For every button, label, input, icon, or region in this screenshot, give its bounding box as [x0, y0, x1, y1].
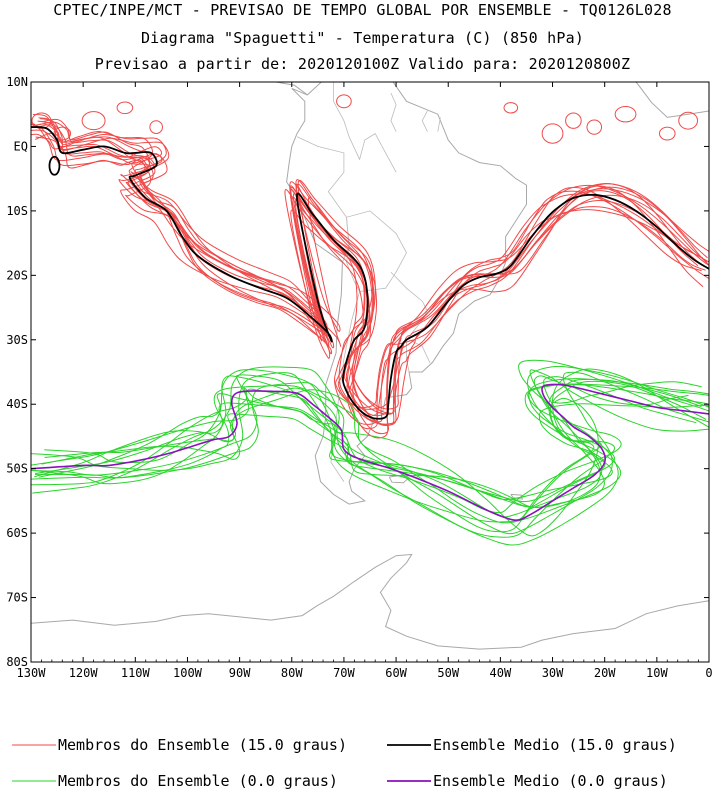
ensemble-mean-15-closed-contour: [48, 155, 61, 176]
ensemble-member-contour: [31, 112, 52, 129]
ensemble-member-line: [31, 133, 706, 435]
africa-coast: [635, 82, 709, 118]
ensemble-member-line: [37, 120, 709, 423]
x-tick-label: 80W: [281, 666, 303, 680]
ensemble-member-contour: [503, 102, 519, 114]
ensemble-member-contour: [53, 126, 72, 141]
x-tick-label: 90W: [229, 666, 251, 680]
ensemble-member-line: [44, 369, 689, 508]
x-tick-label: 10W: [646, 666, 668, 680]
legend-label-mean0: Ensemble Medio (0.0 graus): [433, 772, 668, 790]
ensemble-member-line: [35, 376, 697, 518]
x-tick-label: 60W: [385, 666, 407, 680]
central-america-coast: [274, 82, 308, 96]
y-tick-label: 10S: [6, 204, 28, 218]
y-tick-label: EQ: [14, 139, 28, 153]
legend-label-member15: Membros do Ensemble (15.0 graus): [58, 736, 347, 754]
ensemble-member-contour: [336, 94, 352, 109]
x-tick-label: 100W: [173, 666, 203, 680]
x-tick-label: 30W: [542, 666, 564, 680]
ensemble-member-contour: [586, 119, 603, 135]
antarctica-coast: [31, 553, 709, 650]
x-tick-label: 40W: [490, 666, 512, 680]
x-tick-label: 70W: [333, 666, 355, 680]
x-tick-label: 110W: [121, 666, 151, 680]
header-line-1: CPTEC/INPE/MCT - PREVISAO DE TEMPO GLOBA…: [53, 1, 672, 19]
country-border: [333, 82, 397, 173]
country-border: [437, 117, 441, 132]
ensemble-member-line: [31, 378, 709, 503]
ensemble-member-line: [31, 123, 709, 427]
ensemble-member-contour: [116, 101, 134, 115]
ensemble-members-0: [31, 359, 709, 546]
ensemble-member-contour: [149, 120, 163, 135]
y-tick-label: 10N: [6, 75, 28, 89]
x-tick-label: 130W: [17, 666, 47, 680]
x-tick-label: 20W: [594, 666, 616, 680]
legend-label-mean15: Ensemble Medio (15.0 graus): [433, 736, 677, 754]
ensemble-member-line: [34, 368, 709, 533]
ensemble-member-line: [38, 365, 709, 500]
x-tick-label: 120W: [69, 666, 99, 680]
south-america-coast: [286, 82, 527, 505]
ensemble-member-contour: [565, 112, 582, 129]
ensemble-member-line: [38, 117, 709, 425]
ensemble-member-line: [35, 136, 709, 430]
ensemble-member-contour: [541, 123, 564, 144]
coastlines-map: [31, 82, 709, 650]
ensemble-member-line: [31, 372, 702, 523]
legend: Membros do Ensemble (15.0 graus) Ensemble…: [12, 736, 677, 790]
y-tick-label: 80S: [6, 655, 28, 669]
ensemble-member-line: [31, 123, 709, 415]
y-tick-label: 70S: [6, 591, 28, 605]
south-georgia-coast: [510, 493, 523, 500]
header-line-3: Previsao a partir de: 2020120100Z Valido…: [94, 55, 631, 73]
ensemble-member-line: [31, 369, 709, 508]
ensemble-member-line: [31, 383, 708, 524]
ensemble-member-line: [32, 113, 704, 417]
ensemble-member-contour: [658, 126, 676, 141]
ensemble-member-contour: [81, 111, 106, 131]
ensemble-member-line: [31, 374, 709, 514]
ensemble-member-line: [34, 371, 709, 535]
legend-label-member0: Membros do Ensemble (0.0 graus): [58, 772, 338, 790]
y-tick-label: 30S: [6, 333, 28, 347]
ensemble-members-15: [31, 94, 709, 439]
ensemble-mean-0-line: [31, 383, 709, 522]
ensemble-means: [31, 126, 709, 522]
y-tick-label: 50S: [6, 462, 28, 476]
plot-frame: [30, 81, 710, 663]
ensemble-member-line: [35, 121, 702, 410]
y-tick-label: 60S: [6, 526, 28, 540]
ensemble-mean-15-line: [31, 126, 709, 420]
y-tick-label: 20S: [6, 268, 28, 282]
x-tick-label: 0: [705, 666, 712, 680]
ensemble-member-contour: [678, 111, 699, 130]
x-tick-label: 50W: [437, 666, 459, 680]
ensemble-member-contour: [614, 106, 637, 123]
header-line-2: Diagrama "Spaguetti" - Temperatura (C) (…: [140, 29, 585, 47]
ensemble-member-line: [31, 122, 702, 408]
ensemble-member-line: [44, 403, 709, 508]
ensemble-member-line: [41, 118, 699, 425]
ensemble-member-line: [36, 124, 708, 414]
y-tick-label: 40S: [6, 397, 28, 411]
ensemble-member-line: [32, 359, 709, 546]
country-border: [408, 339, 431, 364]
country-border: [390, 92, 397, 132]
country-border: [421, 110, 428, 132]
